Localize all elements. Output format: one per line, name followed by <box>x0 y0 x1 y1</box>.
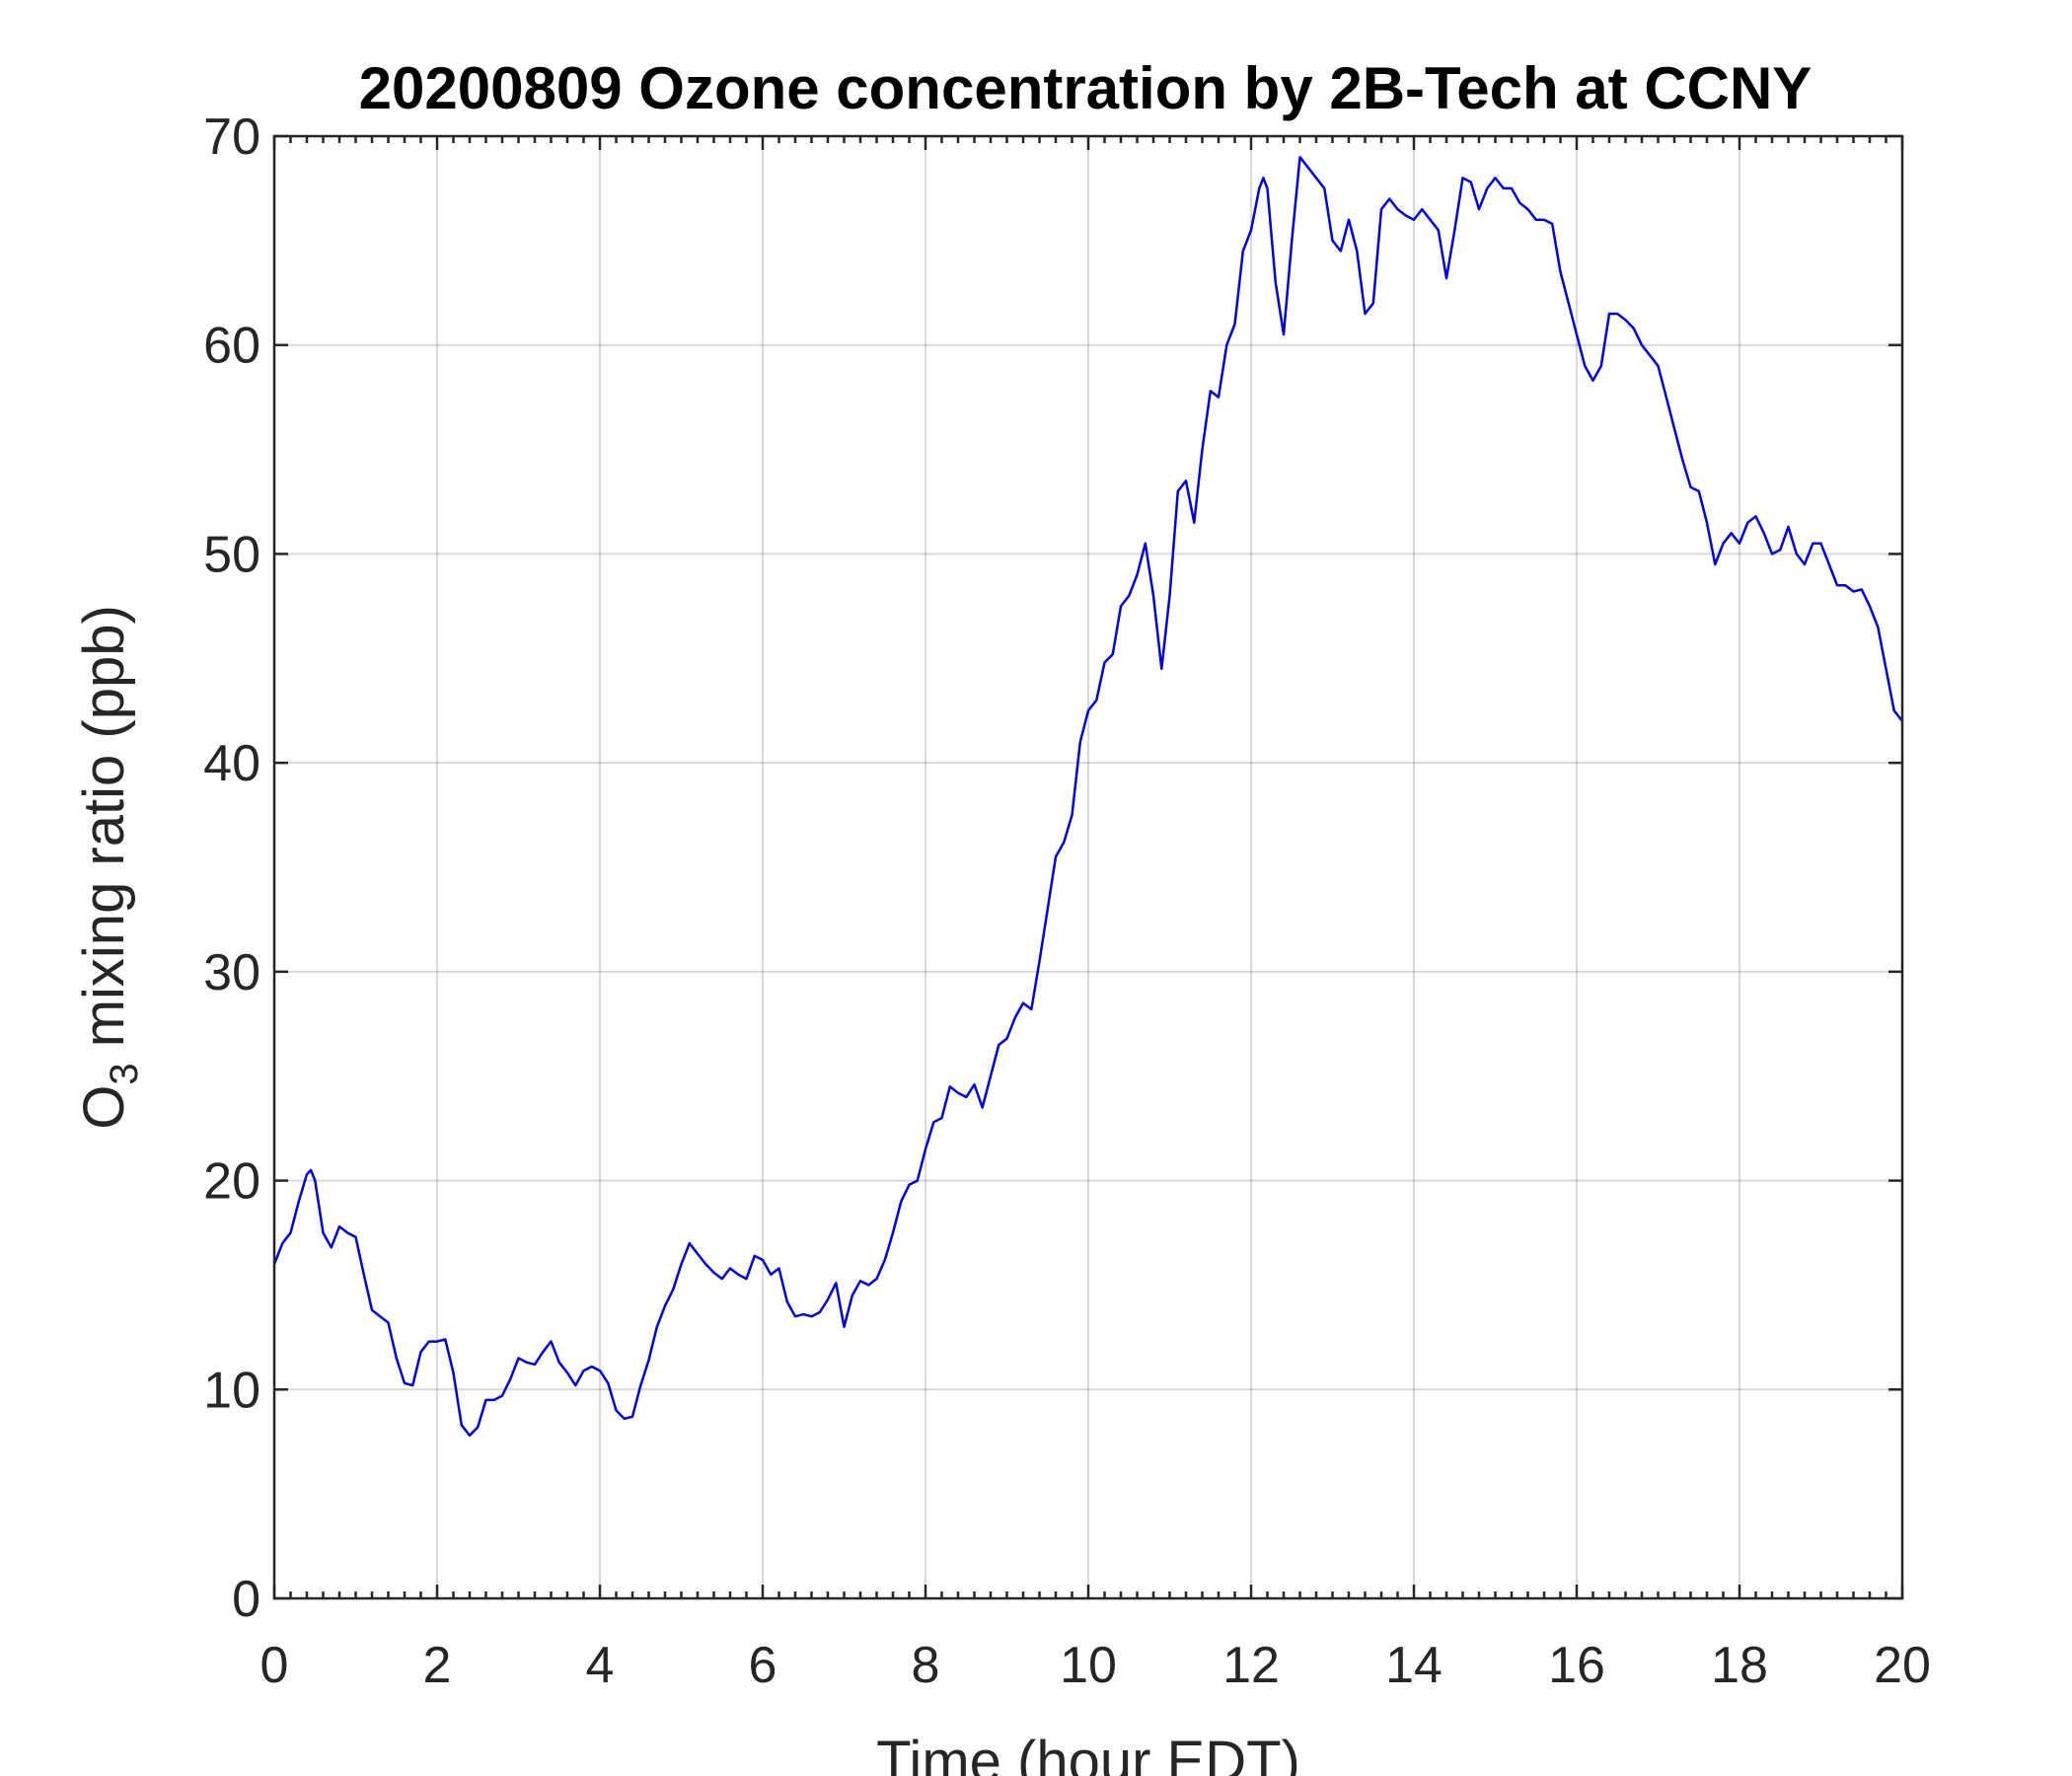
x-tick-label: 4 <box>586 1637 615 1694</box>
y-axis-label-main: O <box>72 1085 136 1130</box>
y-tick-label: 0 <box>232 1571 260 1628</box>
x-tick-label: 12 <box>1222 1637 1280 1694</box>
y-axis-label: O3 mixing ratio (ppb) <box>72 605 146 1130</box>
x-axis-tick-labels: 0 2 4 6 8 10 12 14 16 18 20 <box>260 1637 1931 1694</box>
y-tick-label: 40 <box>203 735 260 792</box>
chart-title: 20200809 Ozone concentration by 2B-Tech … <box>359 55 1813 121</box>
ozone-series-line <box>272 155 1903 1438</box>
x-tick-label: 6 <box>749 1637 777 1694</box>
y-tick-label: 60 <box>203 318 260 375</box>
x-tick-label: 16 <box>1548 1637 1605 1694</box>
grid-lines <box>274 136 1902 1598</box>
y-axis-label-rest: mixing ratio (ppb) <box>72 605 136 1063</box>
x-tick-label: 14 <box>1385 1637 1443 1694</box>
y-axis-tick-labels: 0 10 20 30 40 50 60 70 <box>203 109 260 1628</box>
y-tick-label: 70 <box>203 109 260 166</box>
y-tick-label: 10 <box>203 1362 260 1419</box>
x-tick-label: 20 <box>1874 1637 1931 1694</box>
x-tick-label: 8 <box>912 1637 940 1694</box>
x-tick-label: 0 <box>260 1637 289 1694</box>
y-tick-label: 50 <box>203 526 260 583</box>
y-tick-label: 30 <box>203 944 260 1001</box>
x-tick-label: 2 <box>423 1637 452 1694</box>
x-tick-label: 10 <box>1060 1637 1117 1694</box>
plot-frame <box>272 134 1904 1600</box>
x-axis-label: Time (hour EDT) <box>876 1730 1300 1776</box>
y-axis-label-subscript: 3 <box>103 1063 146 1084</box>
y-tick-label: 20 <box>203 1153 260 1211</box>
x-tick-label: 18 <box>1711 1637 1768 1694</box>
